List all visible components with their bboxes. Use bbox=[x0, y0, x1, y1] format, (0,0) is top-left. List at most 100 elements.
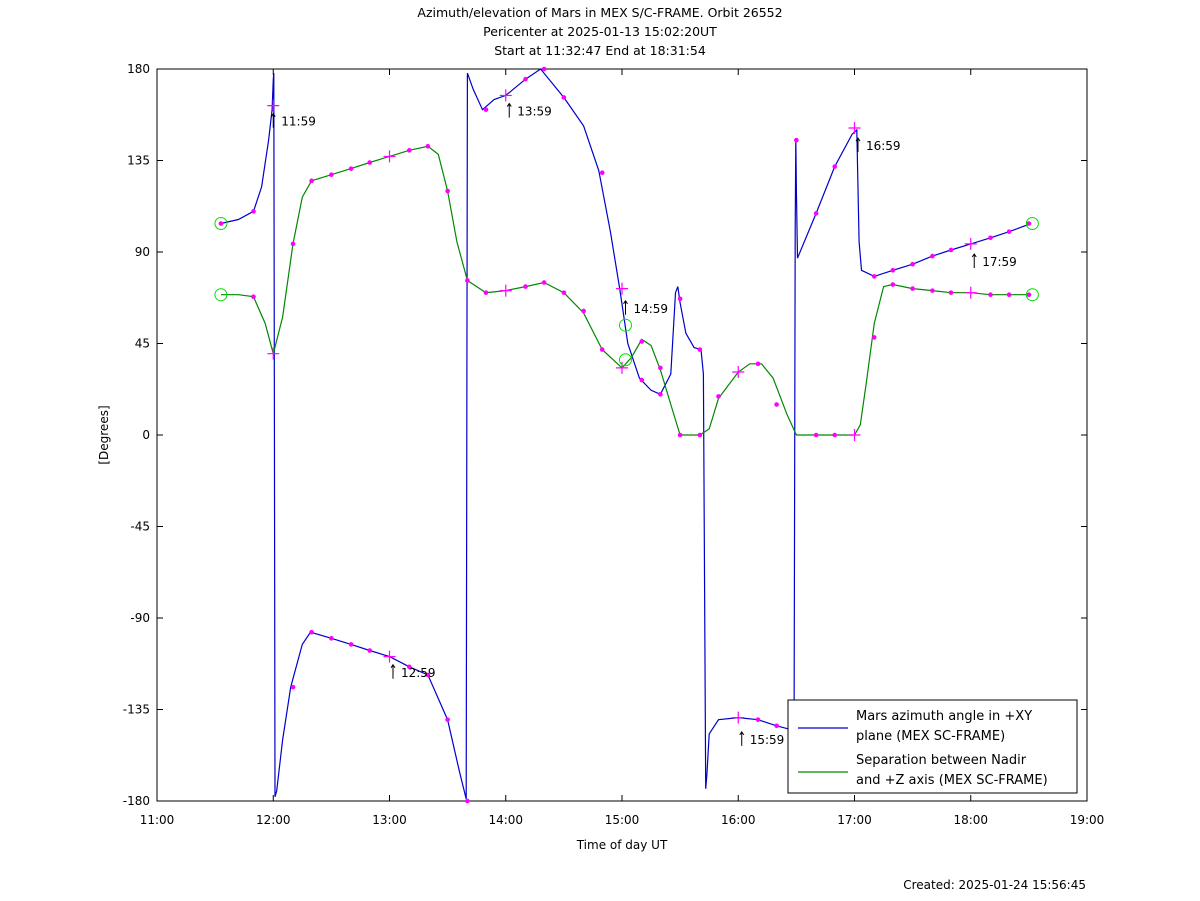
data-point-circle bbox=[618, 353, 632, 367]
y-tick-label: 45 bbox=[135, 337, 150, 351]
data-point-dot bbox=[813, 211, 819, 216]
data-point-dot bbox=[948, 290, 954, 295]
data-point-cross bbox=[383, 650, 396, 663]
data-point-dot bbox=[930, 253, 935, 259]
data-point-cross bbox=[848, 429, 861, 441]
data-point-dot bbox=[890, 282, 896, 287]
data-point-dot bbox=[348, 166, 354, 171]
annotation-label: 16:59 bbox=[866, 139, 901, 153]
y-tick-label: 90 bbox=[135, 245, 150, 259]
data-point-dot bbox=[930, 288, 935, 293]
y-tick-label: -45 bbox=[130, 520, 150, 534]
annotation-label: 12:59 bbox=[401, 666, 436, 680]
data-point-dot bbox=[871, 274, 877, 279]
data-point-dot bbox=[329, 172, 334, 178]
data-point-dot bbox=[541, 66, 547, 72]
x-tick-label: 13:00 bbox=[372, 813, 407, 827]
data-point-dot bbox=[697, 432, 703, 438]
x-tick-label: 19:00 bbox=[1070, 813, 1105, 827]
data-point-cross bbox=[499, 284, 512, 297]
data-point-circle bbox=[214, 217, 228, 231]
y-axis-label: [Degrees] bbox=[97, 405, 111, 464]
data-point-dot bbox=[639, 377, 645, 383]
data-point-dot bbox=[367, 160, 373, 165]
x-tick-label: 18:00 bbox=[953, 813, 988, 827]
data-point-dot bbox=[251, 294, 256, 300]
annotation-label: 13:59 bbox=[517, 105, 552, 119]
y-tick-label: -90 bbox=[130, 611, 150, 625]
data-point-dot bbox=[832, 164, 838, 169]
annotation-label: 11:59 bbox=[281, 115, 316, 129]
annotation-arrow bbox=[270, 112, 276, 128]
y-tick-label: 135 bbox=[127, 154, 150, 168]
chart-title-line: Azimuth/elevation of Mars in MEX S/C-FRA… bbox=[417, 5, 782, 20]
data-point-dot bbox=[581, 308, 586, 314]
data-point-cross bbox=[499, 89, 512, 102]
x-tick-label: 12:00 bbox=[256, 813, 291, 827]
data-point-dot bbox=[716, 394, 721, 399]
data-point-cross bbox=[267, 99, 280, 112]
annotation-arrow bbox=[855, 137, 861, 153]
data-point-dot bbox=[774, 402, 779, 407]
data-point-dot bbox=[465, 798, 470, 804]
data-point-dot bbox=[290, 241, 296, 247]
data-point-cross bbox=[616, 361, 628, 374]
data-point-dot bbox=[677, 432, 683, 438]
data-point-dot bbox=[988, 235, 993, 241]
data-point-dot bbox=[948, 247, 954, 253]
legend-label: Mars azimuth angle in +XY bbox=[856, 709, 1032, 724]
x-tick-label: 16:00 bbox=[721, 813, 756, 827]
legend-label: plane (MEX SC-FRAME) bbox=[856, 729, 1005, 744]
x-axis-label: Time of day UT bbox=[576, 838, 668, 852]
data-point-cross bbox=[964, 237, 977, 250]
data-point-dot bbox=[309, 629, 314, 635]
annotation-arrow bbox=[971, 253, 977, 269]
data-point-dot bbox=[599, 170, 605, 175]
data-point-dot bbox=[561, 290, 567, 295]
chart-title-line: Pericenter at 2025-01-13 15:02:20UT bbox=[483, 24, 717, 39]
annotation-label: 15:59 bbox=[750, 733, 785, 747]
data-point-dot bbox=[561, 95, 567, 100]
y-tick-label: 180 bbox=[127, 62, 150, 76]
data-point-dot bbox=[445, 717, 450, 722]
chart-title-line: Start at 11:32:47 End at 18:31:54 bbox=[494, 43, 706, 58]
data-point-dot bbox=[425, 672, 431, 678]
data-point-dot bbox=[309, 178, 314, 184]
data-point-dot bbox=[483, 107, 489, 112]
data-point-dot bbox=[639, 339, 645, 344]
data-point-dot bbox=[832, 432, 838, 438]
data-point-dot bbox=[910, 261, 915, 267]
data-point-dot bbox=[813, 432, 819, 438]
series-line-1 bbox=[220, 68, 1032, 800]
legend-box bbox=[787, 699, 1078, 794]
data-point-dot bbox=[348, 642, 354, 647]
data-point-dot bbox=[483, 290, 489, 295]
legend-label: and +Z axis (MEX SC-FRAME) bbox=[856, 773, 1048, 788]
annotation-arrow bbox=[506, 102, 512, 118]
data-point-dot bbox=[755, 717, 761, 722]
annotation-arrow bbox=[623, 299, 628, 315]
data-point-dot bbox=[445, 188, 450, 194]
x-tick-label: 11:00 bbox=[140, 813, 175, 827]
data-point-dot bbox=[988, 292, 993, 298]
data-point-dot bbox=[658, 392, 663, 397]
data-point-dot bbox=[1026, 292, 1032, 298]
y-tick-label: -135 bbox=[123, 703, 150, 717]
data-point-dot bbox=[1026, 221, 1032, 226]
data-point-dot bbox=[367, 648, 373, 653]
data-point-cross bbox=[848, 121, 861, 134]
data-point-dot bbox=[290, 684, 296, 690]
annotation-label: 17:59 bbox=[982, 255, 1017, 269]
annotation-arrow bbox=[739, 730, 745, 746]
data-point-dot bbox=[774, 723, 779, 729]
data-point-dot bbox=[677, 296, 683, 302]
data-point-circle bbox=[214, 288, 228, 302]
data-point-dot bbox=[523, 76, 528, 82]
y-tick-label: 0 bbox=[142, 428, 150, 442]
data-point-dot bbox=[658, 365, 663, 371]
annotation-label: 14:59 bbox=[633, 302, 668, 316]
x-tick-label: 14:00 bbox=[488, 813, 523, 827]
data-point-cross bbox=[732, 365, 745, 378]
y-tick-label: -180 bbox=[123, 794, 150, 808]
